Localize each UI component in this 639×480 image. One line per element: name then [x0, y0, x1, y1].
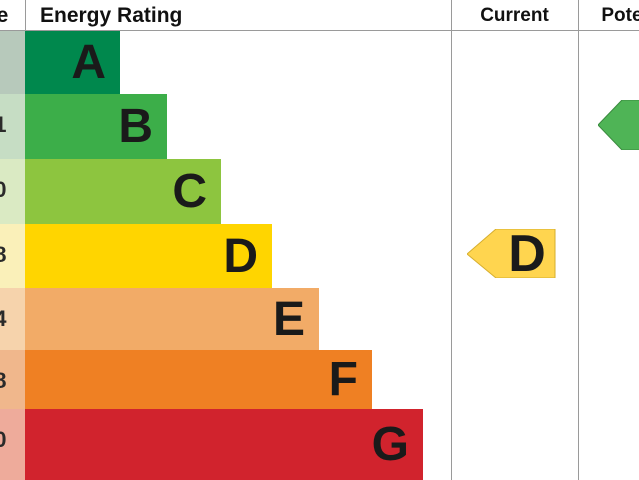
svg-text:D: D	[508, 229, 546, 278]
